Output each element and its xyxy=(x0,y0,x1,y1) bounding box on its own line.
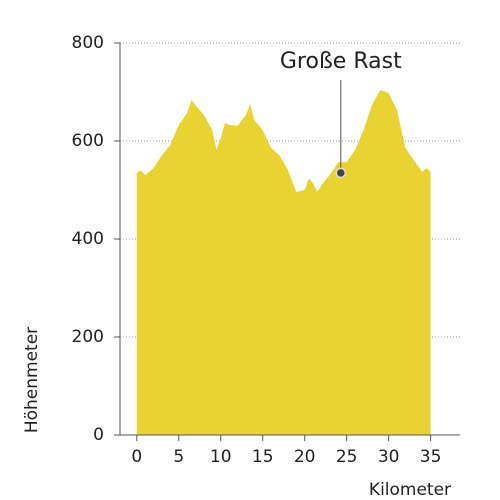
x-tick-label: 10 xyxy=(210,447,232,467)
x-tick-label: 0 xyxy=(131,447,142,467)
x-tick-label: 30 xyxy=(378,447,400,467)
y-tick-label: 0 xyxy=(93,425,104,445)
y-tick-label: 800 xyxy=(72,33,104,53)
x-tick-label: 20 xyxy=(294,447,316,467)
x-tick-label: 35 xyxy=(420,447,442,467)
x-tick-label: 5 xyxy=(173,447,184,467)
x-tick-label: 15 xyxy=(252,447,274,467)
elevation-area xyxy=(136,90,431,435)
y-axis-label: Höhenmeter xyxy=(22,327,42,433)
y-tick-label: 200 xyxy=(72,327,104,347)
x-tick-label: 25 xyxy=(336,447,358,467)
y-tick-label: 400 xyxy=(72,229,104,249)
y-tick-label: 600 xyxy=(72,131,104,151)
annotation-marker xyxy=(335,167,347,179)
annotation-label: Große Rast xyxy=(280,49,402,74)
x-axis-label: Kilometer xyxy=(369,480,451,500)
